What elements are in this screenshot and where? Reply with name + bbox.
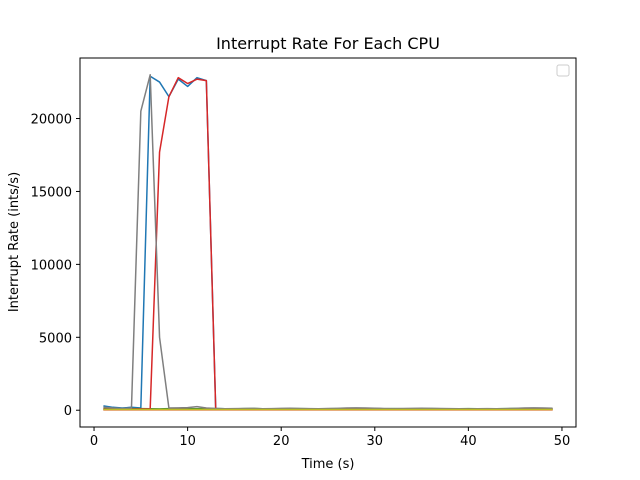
series-layer: [103, 74, 553, 411]
x-tick-label: 20: [273, 434, 290, 449]
y-tick-label: 15000: [31, 185, 72, 200]
y-tick-label: 20000: [31, 113, 72, 128]
y-tick-label: 0: [64, 404, 72, 419]
x-tick-label: 30: [367, 434, 384, 449]
x-tick-label: 40: [460, 434, 477, 449]
x-axis-title: Time (s): [301, 457, 355, 472]
y-tick-label: 5000: [39, 331, 72, 346]
x-tick-label: 10: [179, 434, 196, 449]
legend-box: [556, 64, 570, 77]
chart-title: Interrupt Rate For Each CPU: [216, 34, 440, 53]
x-axis: 0 10 20 30 40 50: [90, 427, 570, 449]
x-tick-label: 50: [554, 434, 571, 449]
plot-frame: [79, 57, 577, 428]
y-axis-title: Interrupt Rate (ints/s): [7, 172, 22, 312]
y-tick-label: 10000: [31, 258, 72, 273]
x-tick-label: 0: [90, 434, 98, 449]
y-axis: 0 5000 10000 15000 20000: [31, 113, 80, 419]
